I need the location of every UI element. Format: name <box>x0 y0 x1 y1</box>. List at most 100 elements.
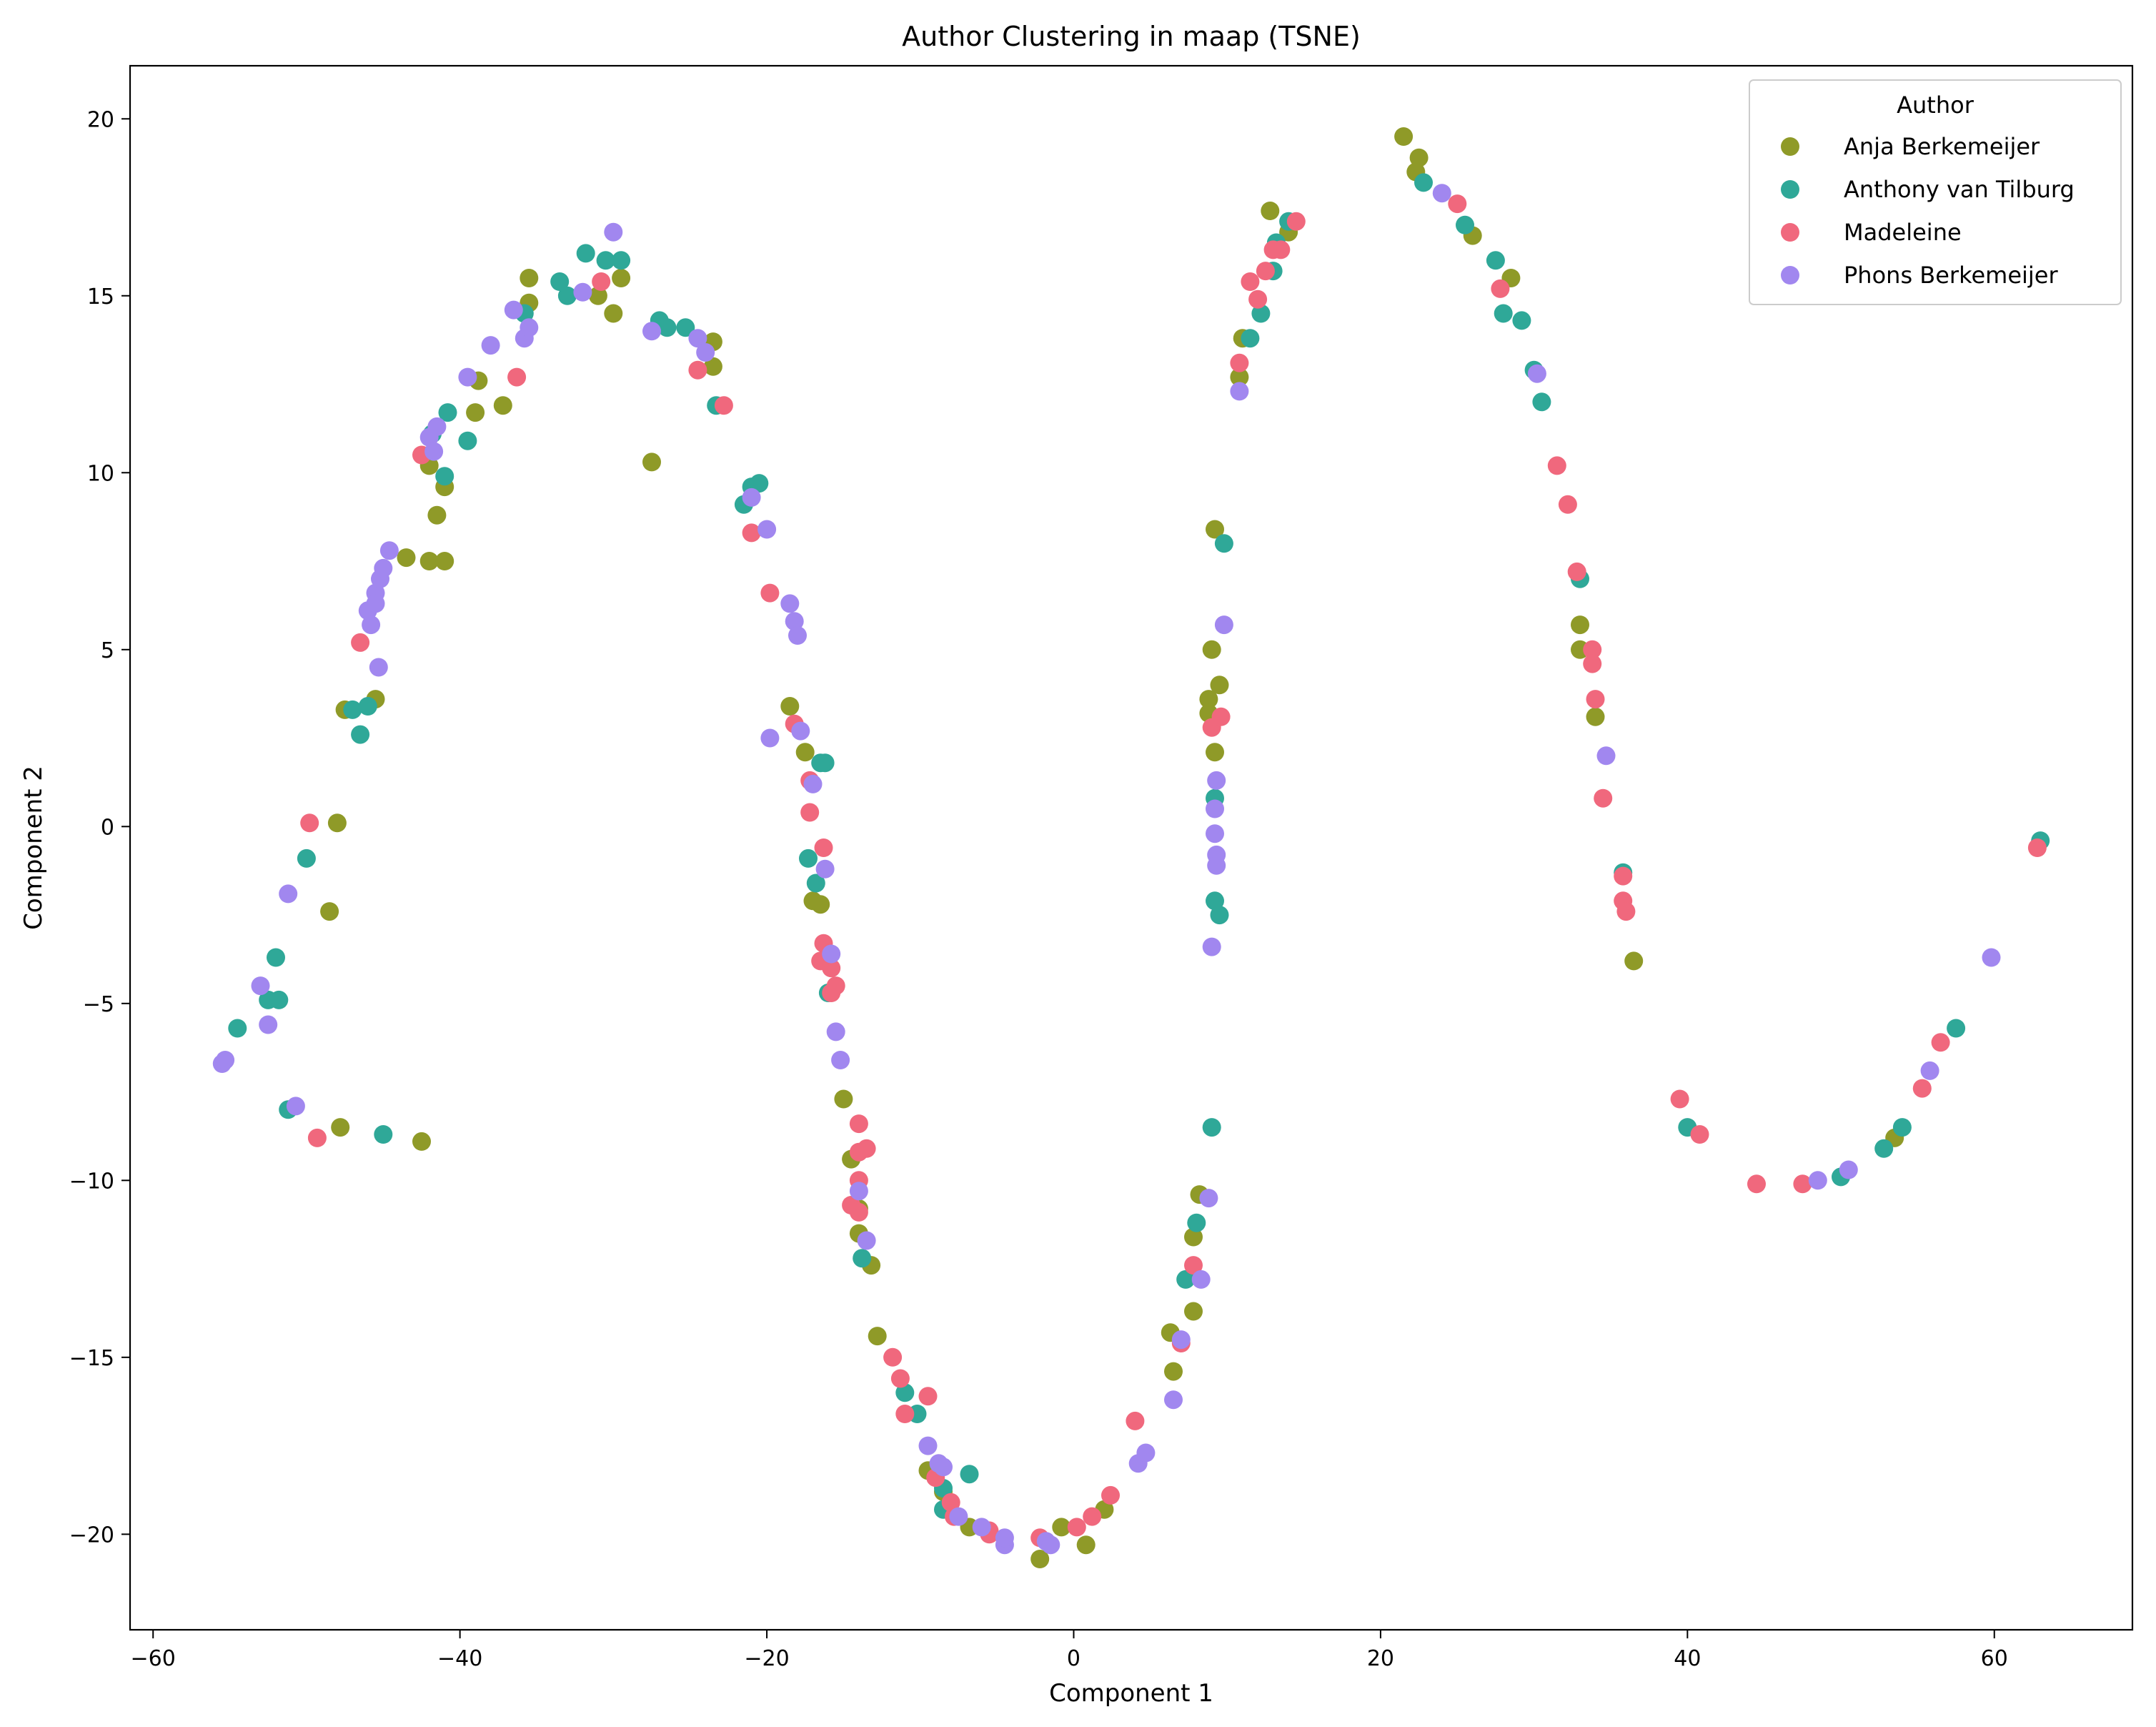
x-tick-label: 20 <box>1367 1646 1394 1671</box>
x-tick-label: −40 <box>437 1646 482 1671</box>
data-point <box>676 318 695 337</box>
legend-label: Anthony van Tilburg <box>1844 176 2075 203</box>
data-point <box>612 251 631 270</box>
data-point <box>438 403 457 422</box>
data-point <box>1164 1390 1183 1410</box>
data-point <box>374 558 393 578</box>
data-point <box>1206 520 1224 539</box>
data-point <box>1241 329 1260 348</box>
data-point <box>714 396 733 415</box>
data-point <box>1041 1535 1060 1555</box>
data-point <box>1207 771 1226 790</box>
data-point <box>895 1405 915 1423</box>
data-point <box>351 633 370 652</box>
data-point <box>780 594 800 613</box>
data-point <box>1527 364 1546 383</box>
data-point <box>642 322 661 341</box>
data-point <box>604 222 623 242</box>
data-point <box>934 1458 953 1477</box>
data-point <box>972 1518 991 1537</box>
data-point <box>358 697 377 716</box>
data-point <box>1136 1443 1156 1463</box>
data-point <box>1394 127 1414 146</box>
data-point <box>890 1369 910 1388</box>
data-point <box>814 838 833 857</box>
data-point <box>1256 262 1275 281</box>
data-point <box>1210 676 1229 695</box>
data-point <box>397 548 416 568</box>
data-point <box>1251 304 1271 323</box>
data-point <box>267 948 285 967</box>
data-point <box>1547 456 1566 475</box>
data-point <box>815 859 835 879</box>
data-point <box>435 467 454 486</box>
data-point <box>1184 1227 1203 1247</box>
data-point <box>216 1051 235 1069</box>
data-point <box>1230 367 1249 387</box>
data-point <box>1512 311 1531 330</box>
data-point <box>1839 1160 1858 1179</box>
y-axis-label: Component 2 <box>19 766 48 930</box>
data-point <box>1261 202 1280 220</box>
data-point <box>1210 906 1229 925</box>
x-axis-label: Component 1 <box>1049 1679 1213 1708</box>
data-point <box>1892 1118 1912 1137</box>
data-point <box>269 990 289 1009</box>
data-point <box>1176 1270 1196 1289</box>
series-2 <box>228 173 2050 1519</box>
data-point <box>458 367 477 387</box>
data-point <box>785 612 804 631</box>
series-3 <box>300 194 2047 1548</box>
data-point <box>1982 948 2001 967</box>
x-tick-label: 40 <box>1674 1646 1701 1671</box>
data-point <box>1241 272 1260 291</box>
data-point <box>1030 1550 1050 1568</box>
data-point <box>592 272 611 291</box>
data-point <box>351 725 370 744</box>
data-point <box>696 343 715 362</box>
data-point <box>1202 640 1221 659</box>
data-point <box>504 300 523 320</box>
data-point <box>1432 184 1451 203</box>
data-point <box>760 583 780 603</box>
data-point <box>331 1118 350 1137</box>
data-point <box>1206 891 1224 911</box>
legend-label: Madeleine <box>1844 219 1962 246</box>
data-point <box>1614 866 1633 886</box>
data-point <box>1567 562 1586 581</box>
data-point <box>826 1022 845 1041</box>
data-point <box>1211 707 1231 726</box>
data-point <box>427 505 447 525</box>
data-point <box>760 728 780 748</box>
x-tick-label: −60 <box>131 1646 176 1671</box>
data-point <box>1596 746 1616 766</box>
data-point <box>1931 1033 1950 1052</box>
data-point <box>791 721 810 741</box>
data-point <box>1448 194 1467 214</box>
data-point <box>1214 534 1233 553</box>
data-point <box>596 251 615 270</box>
data-point <box>895 1383 915 1402</box>
data-point <box>1558 495 1577 514</box>
data-point <box>1202 937 1221 956</box>
plot-frame <box>129 64 2134 1631</box>
data-point <box>1670 1089 1689 1109</box>
data-point <box>757 520 777 539</box>
data-point <box>297 848 316 868</box>
data-point <box>1230 353 1249 372</box>
data-point <box>481 336 500 355</box>
legend-item: Anthony van Tilburg <box>1781 176 2075 203</box>
data-point <box>1271 240 1291 259</box>
legend-items: Anja Berkemeijer Anthony van Tilburg Madel… <box>1781 133 2075 289</box>
data-point <box>849 1202 868 1222</box>
data-point <box>1199 690 1218 709</box>
data-point <box>1486 251 1505 270</box>
data-point <box>520 318 539 337</box>
data-point <box>688 360 707 380</box>
data-point <box>307 1128 327 1147</box>
data-point <box>1920 1061 1939 1080</box>
data-point <box>918 1387 938 1406</box>
data-point <box>1083 1507 1102 1526</box>
legend-item: Anja Berkemeijer <box>1781 133 2040 160</box>
